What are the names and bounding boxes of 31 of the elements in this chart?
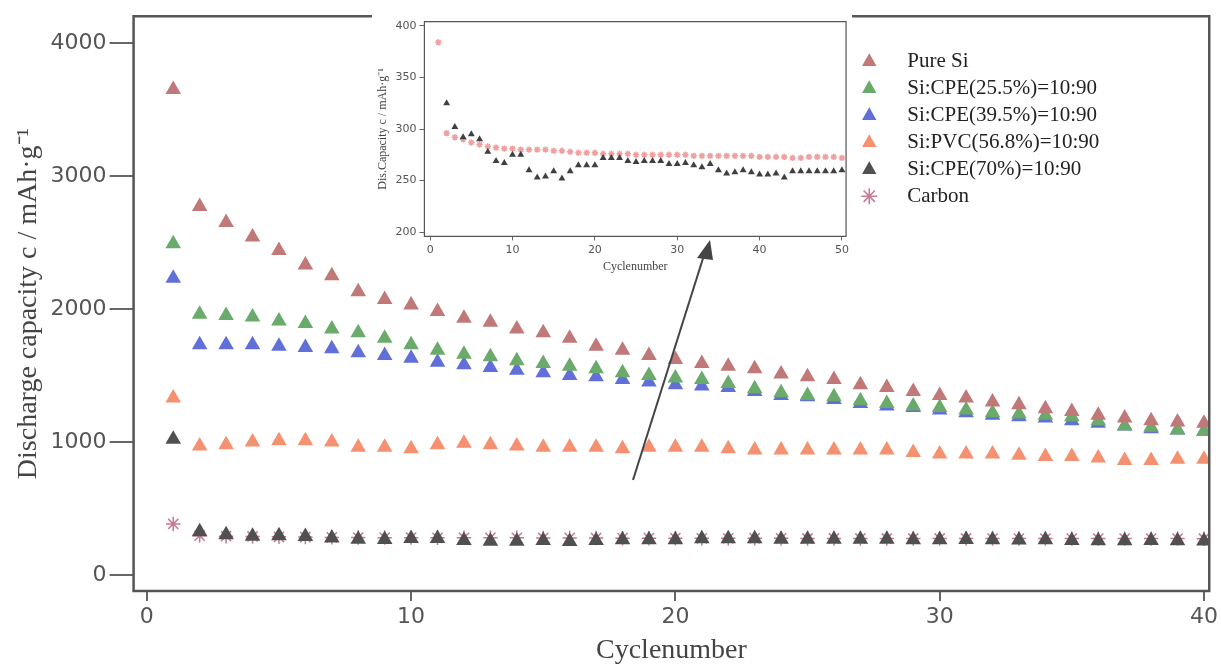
y-axis-title: Dis.Capacity c / mAh·g⁻¹ (375, 67, 390, 190)
x-tick-label: 20 (661, 602, 690, 628)
legend-label: Si:PVC(56.8%)=10:90 (907, 128, 1100, 153)
x-axis-title: Cyclenumber (595, 632, 748, 664)
x-tick-label: 0 (426, 242, 434, 256)
y-tick-label: 250 (395, 173, 417, 187)
y-tick-label: 300 (395, 121, 417, 135)
y-tick-label: 2000 (50, 294, 107, 320)
y-axis-title: Discharge capacity c / mAh·g⁻¹ (11, 128, 43, 480)
legend-label: Pure Si (907, 47, 969, 72)
y-tick-label: 400 (395, 18, 417, 32)
x-tick-label: 50 (834, 242, 849, 256)
x-tick-label: 30 (670, 242, 685, 256)
legend-label: Si:CPE(70%)=10:90 (907, 155, 1082, 180)
x-tick-label: 10 (397, 602, 426, 628)
x-tick-label: 30 (925, 602, 954, 628)
y-tick-label: 200 (395, 225, 417, 239)
x-tick-label: 40 (1189, 602, 1218, 628)
y-tick-label: 350 (395, 70, 417, 84)
x-tick-label: 20 (587, 242, 602, 256)
y-tick-label: 4000 (50, 28, 107, 54)
x-tick-label: 10 (505, 242, 520, 256)
legend-label: Si:CPE(39.5%)=10:90 (907, 101, 1098, 126)
x-axis-title: Cyclenumber (602, 258, 668, 273)
y-tick-label: 1000 (50, 427, 107, 453)
legend-label: Si:CPE(25.5%)=10:90 (907, 74, 1098, 99)
y-tick-label: 3000 (50, 161, 107, 187)
x-tick-label: 40 (752, 242, 767, 256)
legend-label: Carbon (907, 182, 970, 207)
x-tick-label: 0 (139, 602, 154, 628)
y-tick-label: 0 (92, 560, 107, 586)
